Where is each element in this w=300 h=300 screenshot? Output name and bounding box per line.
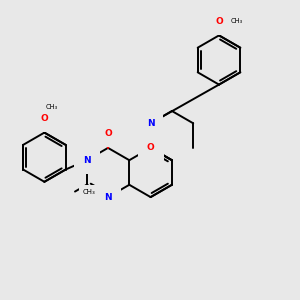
Text: O: O [215,16,223,26]
Text: O: O [40,114,48,123]
Text: N: N [83,156,91,165]
Text: CH₃: CH₃ [82,188,95,194]
Text: O: O [104,129,112,138]
Text: CH₃: CH₃ [46,104,58,110]
Text: N: N [147,119,154,128]
Text: O: O [147,143,154,152]
Text: CH₃: CH₃ [231,18,243,24]
Text: N: N [104,193,112,202]
